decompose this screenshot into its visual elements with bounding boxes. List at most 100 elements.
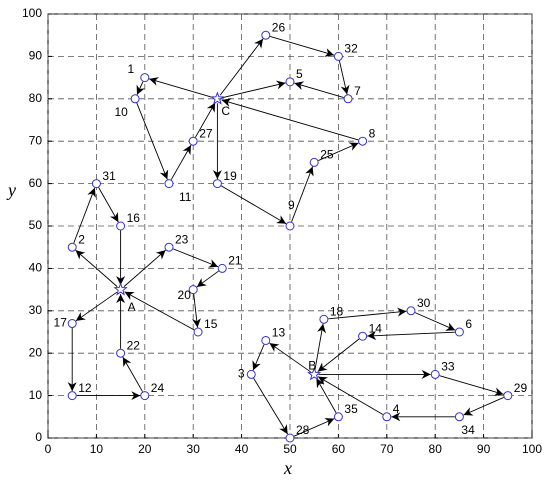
node-label: 30 <box>417 296 431 310</box>
node-label: 35 <box>344 402 358 416</box>
edge <box>173 248 219 268</box>
y-axis-title: y <box>6 180 16 200</box>
y-tick-label: 10 <box>29 388 43 402</box>
node <box>333 412 343 422</box>
x-tick-label: 10 <box>90 442 104 456</box>
node-label: 34 <box>461 423 475 437</box>
x-tick-label: 100 <box>522 442 542 456</box>
node <box>343 94 353 104</box>
node <box>358 136 368 146</box>
node-label: 21 <box>228 254 242 268</box>
node <box>261 30 271 40</box>
y-tick-label: 40 <box>29 261 43 275</box>
node <box>285 77 295 87</box>
node-label: 33 <box>441 360 455 374</box>
node-label: 14 <box>369 321 383 335</box>
node-label: 16 <box>127 211 141 225</box>
y-tick-label: 100 <box>22 6 42 20</box>
y-tick-label: 90 <box>29 49 43 63</box>
edge <box>195 102 216 138</box>
x-tick-label: 70 <box>380 442 394 456</box>
node-label: B <box>308 359 316 373</box>
x-tick-label: 80 <box>429 442 443 456</box>
edge <box>122 356 143 392</box>
node-label: C <box>221 104 230 118</box>
x-tick-label: 90 <box>477 442 491 456</box>
edge <box>317 338 360 372</box>
x-axis-title: x <box>283 458 292 478</box>
edge <box>196 270 219 288</box>
node-label: 17 <box>54 316 68 330</box>
node <box>116 348 126 358</box>
edge <box>291 166 314 222</box>
edge <box>293 418 335 437</box>
node-star <box>307 366 322 381</box>
edge <box>170 144 192 180</box>
node <box>67 319 77 329</box>
node-label: 5 <box>296 67 303 81</box>
node-label: 9 <box>288 198 295 212</box>
node <box>188 136 198 146</box>
node <box>67 242 77 252</box>
node-label: 2 <box>78 232 85 246</box>
edge <box>75 249 118 287</box>
node <box>140 391 150 401</box>
node-label: 25 <box>320 148 334 162</box>
node-label: 24 <box>151 381 165 395</box>
node <box>285 221 295 231</box>
node-label: 23 <box>175 232 189 246</box>
edge <box>123 249 166 287</box>
edge <box>221 80 286 99</box>
node <box>333 51 343 61</box>
node <box>358 331 368 341</box>
edge <box>136 102 169 180</box>
edge <box>463 396 504 416</box>
node-label: 10 <box>114 105 128 119</box>
node <box>382 412 392 422</box>
node-label: 4 <box>393 402 400 416</box>
node <box>503 391 513 401</box>
node <box>67 391 77 401</box>
edge <box>148 77 214 98</box>
x-tick-label: 30 <box>187 442 201 456</box>
edge <box>253 378 289 435</box>
node <box>212 179 222 189</box>
edge <box>136 81 145 95</box>
edge <box>367 331 455 341</box>
node-label: 6 <box>465 317 472 331</box>
x-tick-label: 20 <box>138 442 152 456</box>
node-label: 15 <box>204 317 218 331</box>
node-label: 32 <box>344 42 358 56</box>
edge <box>269 342 311 373</box>
node <box>406 306 416 316</box>
node <box>309 157 319 167</box>
node-label: 19 <box>223 169 237 183</box>
node <box>454 412 464 422</box>
node <box>285 433 295 443</box>
y-tick-label: 60 <box>29 176 43 190</box>
node <box>193 327 203 337</box>
node-star <box>210 91 225 105</box>
y-tick-label: 50 <box>29 218 43 232</box>
node-star <box>113 282 128 296</box>
edge <box>414 312 456 331</box>
node-label: 1 <box>127 62 134 76</box>
edge <box>269 36 335 57</box>
node-label: 7 <box>354 84 361 98</box>
edge <box>221 185 287 225</box>
x-tick-label: 40 <box>235 442 249 456</box>
node <box>319 314 329 324</box>
node-label: 31 <box>102 169 116 183</box>
edge <box>73 187 96 244</box>
node-label: 12 <box>78 381 92 395</box>
x-tick-label: 50 <box>283 442 297 456</box>
x-tick-label: 0 <box>45 442 52 456</box>
node-label: 22 <box>127 338 141 352</box>
y-tick-label: 30 <box>29 303 43 317</box>
node-label: 26 <box>272 20 286 34</box>
y-tick-label: 0 <box>35 430 42 444</box>
node-label: 20 <box>178 288 192 302</box>
node-label: 18 <box>330 304 344 318</box>
node-label: 3 <box>238 367 245 381</box>
edge <box>219 38 264 96</box>
